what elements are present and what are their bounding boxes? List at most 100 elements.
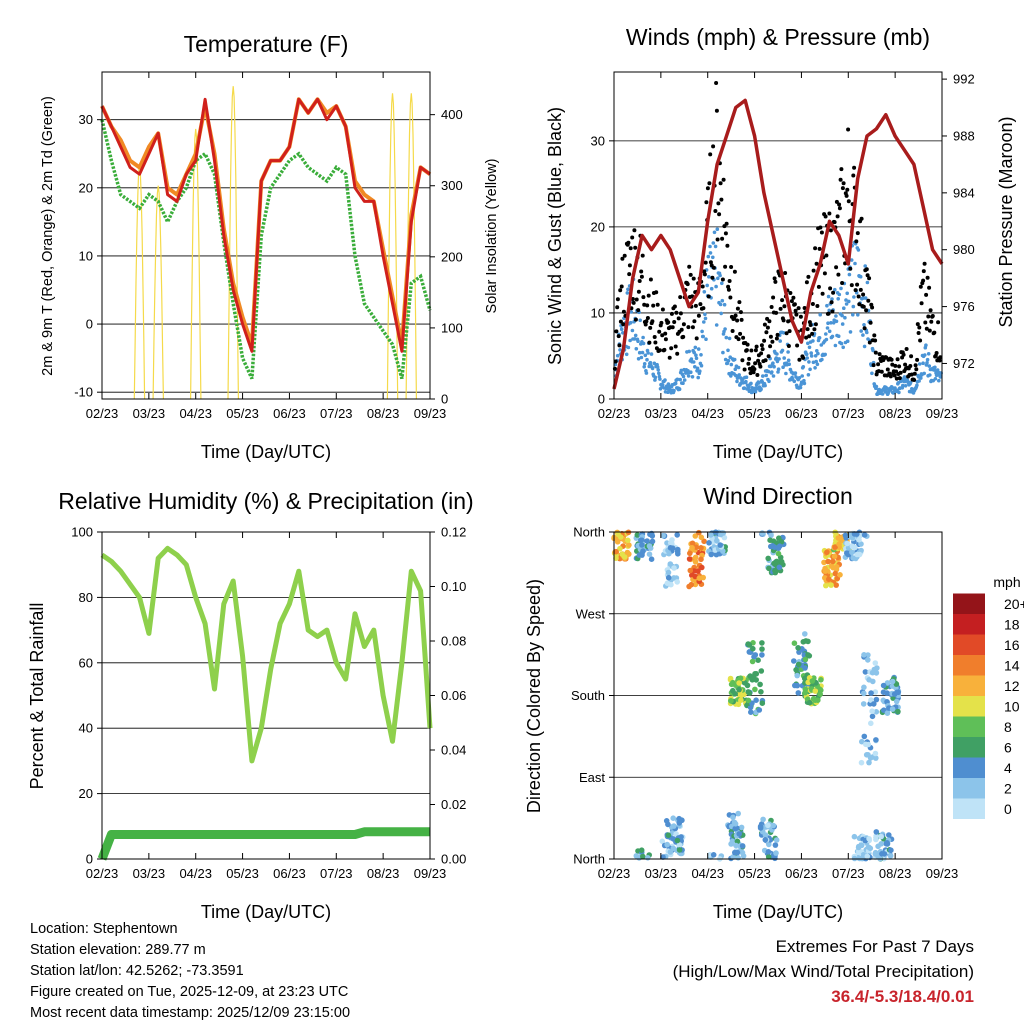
direction-point [869,713,876,720]
direction-point [746,690,753,696]
direction-point [638,847,645,853]
grid-lines [102,119,430,393]
direction-point [665,574,672,581]
y2-tick-label: 0.12 [441,525,466,540]
x-axis-label: Time (Day/UTC) [713,902,843,922]
direction-point [863,752,870,758]
series-layer [100,86,432,400]
direction-point [720,548,726,554]
colorbar-swatch [953,696,985,717]
direction-point [860,701,867,707]
sonic-wind-point [804,352,809,357]
gust-point [928,308,933,313]
sonic-wind-point [703,312,707,317]
y2-tick-label: 400 [441,107,463,122]
direction-point [613,548,619,555]
direction-point [805,638,811,645]
gust-point [823,214,828,219]
gust-point [707,181,712,186]
direction-point [872,750,879,757]
gust-point [632,228,637,233]
direction-point [875,843,881,850]
sonic-wind-point [801,365,806,369]
rh-line [100,545,433,764]
gust-point [769,305,774,309]
gust-point [648,277,653,282]
gust-point [814,261,819,266]
sonic-wind-point [811,339,815,343]
gust-point [728,295,733,300]
sonic-wind-point [698,369,702,374]
gust-point [829,300,834,305]
sonic-wind-point [643,353,648,358]
gust-point [636,289,641,294]
direction-point [674,837,681,844]
gust-point [693,303,698,308]
direction-point [802,689,808,696]
temperature-panel: Temperature (F) -10 0 10 20 30 0 100 200 300 400… [40,31,500,462]
y2-axis-ticks: 972 976 980 984 988 992 [942,72,975,371]
direction-point [868,690,874,696]
gust-point [934,351,939,355]
gust-point [936,320,941,325]
gust-point [855,282,860,287]
sonic-wind-point [825,326,830,330]
gust-point [837,202,842,207]
direction-point [696,575,703,581]
gust-point [820,291,825,296]
x-tick-label: 06/23 [273,866,306,881]
y2-tick-label: 972 [953,356,975,371]
direction-point [802,631,808,637]
gust-point [706,294,711,299]
y-tick-label: 20 [591,219,605,234]
sonic-wind-point [638,318,642,323]
gust-point [921,269,926,274]
direction-point [669,545,676,551]
sonic-wind-point [938,375,943,379]
sonic-wind-point [921,361,925,366]
y-tick-label: 60 [79,655,93,670]
gust-point [831,290,836,295]
sonic-wind-point [826,321,830,326]
gust-point [919,301,924,306]
chart-title: Relative Humidity (%) & Precipitation (i… [58,488,473,514]
sonic-wind-point [833,287,837,292]
direction-point [767,537,773,543]
humidity-precip-panel: Relative Humidity (%) & Precipitation (i… [27,488,474,922]
sonic-wind-point [759,387,763,392]
direction-point [822,568,829,574]
direction-point [795,645,801,651]
direction-point [747,704,754,711]
gust-point [652,335,657,339]
gust-point [924,292,929,297]
direction-point [861,690,867,697]
gust-point [660,307,665,312]
direction-point [733,842,739,849]
direction-point [879,851,885,857]
gust-point [681,334,686,339]
direction-point [878,833,884,840]
sonic-wind-point [644,371,649,375]
colorbar-title: mph [993,574,1020,590]
gust-point [698,302,703,307]
direction-point [741,691,747,698]
solar-pulse [190,128,202,400]
sonic-wind-point [619,327,624,332]
sonic-wind-point [642,365,646,369]
direction-point [830,558,836,565]
gust-point [924,326,929,331]
gust-point [660,333,665,338]
x-tick-label: 07/23 [320,406,353,421]
sonic-wind-point [656,368,660,372]
direction-point [667,561,674,567]
gust-point [711,144,716,149]
gust-point [672,304,677,309]
sonic-wind-point [863,264,867,268]
colorbar-label: 6 [1004,739,1012,755]
gust-point [893,363,898,368]
direction-point [699,564,705,571]
colorbar-swatch [953,593,985,614]
y2-tick-label: 0 [441,392,448,407]
extremes-values: 36.4/-5.3/18.4/0.01 [831,987,974,1006]
gust-point [913,363,918,368]
